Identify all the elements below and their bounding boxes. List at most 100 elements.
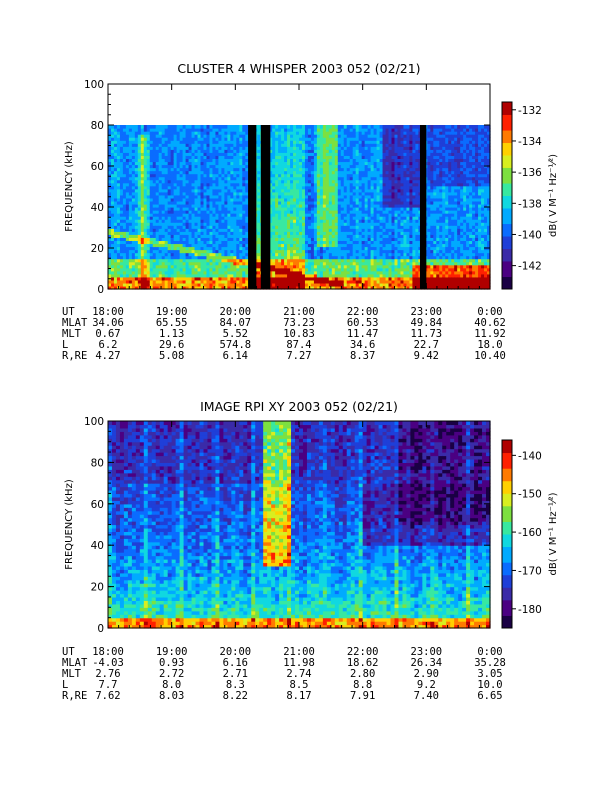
data-gap-1: [248, 125, 257, 289]
ephemeris-cell: 8.17: [286, 690, 311, 702]
colorbar-swatch: [502, 130, 512, 134]
ephemeris-cell: 2.72: [159, 668, 184, 680]
colorbar-swatch: [502, 609, 512, 613]
ephemeris-cell: 7.40: [414, 690, 439, 702]
colorbar-swatch: [502, 461, 512, 466]
ephemeris-cell: 21:00: [283, 306, 315, 318]
ephemeris-cell: 2.76: [95, 668, 120, 680]
colorbar-swatch: [502, 537, 512, 541]
ephemeris-cell: 5.08: [159, 350, 184, 362]
ephemeris-cell: 10.0: [477, 679, 502, 691]
ephemeris-row-label: R,RE: [62, 350, 87, 362]
ephemeris-cell: 4.27: [95, 350, 120, 362]
ephemeris-cell: 7.27: [286, 350, 311, 362]
ephemeris-row-label: MLAT: [62, 657, 88, 669]
ephemeris-cell: 8.0: [162, 679, 181, 691]
ephemeris-cell: 2.80: [350, 668, 375, 680]
ephemeris-row-label: R,RE: [62, 690, 87, 702]
colorbar-swatch: [502, 565, 512, 569]
colorbar-swatch: [502, 577, 512, 582]
colorbar-tick-label: -180: [518, 604, 542, 616]
colorbar-swatch: [502, 612, 512, 616]
colorbar-swatch: [502, 471, 512, 475]
colorbar-swatch: [502, 590, 512, 595]
ephemeris-cell: 2.90: [414, 668, 439, 680]
ephemeris-cell: 6.16: [223, 657, 248, 669]
chart-panel-1: CLUSTER 4 WHISPER 2003 052 (02/21) 0 20 40 6…: [62, 61, 559, 362]
colorbar-swatch: [502, 515, 512, 519]
ephemeris-row-label: MLT: [62, 668, 82, 680]
y-tick-label: 80: [91, 457, 104, 469]
colorbar-swatch: [502, 446, 512, 450]
colorbar-swatch: [502, 534, 512, 538]
colorbar-swatch: [502, 151, 512, 156]
y-tick-label: 100: [84, 416, 104, 428]
colorbar-swatch: [502, 145, 512, 150]
colorbar-swatch: [502, 176, 512, 181]
colorbar-swatch: [502, 114, 512, 119]
colorbar-swatch: [502, 512, 512, 516]
colorbar-swatch: [502, 142, 512, 147]
ephemeris-cell: 7.91: [350, 690, 375, 702]
ephemeris-cell: 0:00: [477, 306, 502, 318]
ephemeris-cell: 8.03: [159, 690, 184, 702]
colorbar-swatch: [502, 164, 512, 168]
ephemeris-row-label: L: [62, 679, 68, 691]
ephemeris-cell: 7.62: [95, 690, 120, 702]
colorbar-tick-label: -138: [518, 198, 542, 210]
ephemeris-cell: 35.28: [474, 657, 506, 669]
colorbar-swatch: [502, 483, 512, 488]
colorbar-swatch: [502, 111, 512, 115]
ephemeris-cell: 7.7: [99, 679, 118, 691]
colorbar-tick-label: -150: [518, 489, 542, 501]
ephemeris-cell: 20:00: [220, 646, 252, 658]
ephemeris-cell: 22.7: [414, 339, 439, 351]
spectrogram: [108, 125, 491, 290]
colorbar-tick-label: -132: [518, 105, 542, 117]
ephemeris-cell: 26.34: [411, 657, 443, 669]
y-axis: 0 20 40 60 80 100: [84, 79, 490, 296]
colorbar-swatch: [502, 245, 512, 249]
y-tick-label: 40: [91, 540, 104, 552]
ephemeris-table: UT 18:00 19:00 20:00 21:00 22:00 23:00 0:00 MLAT…: [62, 646, 506, 702]
colorbar-swatch: [502, 593, 512, 598]
data-gap-3: [419, 125, 427, 289]
ephemeris-cell: 9.42: [414, 350, 439, 362]
colorbar-swatch: [502, 282, 512, 287]
ephemeris-cell: 60.53: [347, 317, 379, 329]
colorbar-swatch: [502, 449, 512, 454]
colorbar-swatch: [502, 120, 512, 125]
colorbar-swatch: [502, 161, 512, 165]
spectrogram: [108, 421, 491, 629]
colorbar-swatch: [502, 264, 512, 268]
colorbar-swatch: [502, 179, 512, 184]
colorbar-swatch: [502, 148, 512, 153]
ephemeris-cell: 8.22: [223, 690, 248, 702]
ephemeris-cell: 11.73: [411, 328, 443, 340]
ephemeris-cell: 1.13: [159, 328, 184, 340]
colorbar-swatch: [502, 136, 512, 140]
colorbar-swatch: [502, 477, 512, 482]
ephemeris-cell: 84.07: [220, 317, 252, 329]
colorbar-swatch: [502, 214, 512, 218]
colorbar-swatch: [502, 505, 512, 510]
colorbar-swatch: [502, 440, 512, 444]
ephemeris-cell: 87.4: [286, 339, 311, 351]
colorbar-swatch: [502, 220, 512, 225]
colorbar-tick-label: -136: [518, 167, 542, 179]
colorbar-swatch: [502, 229, 512, 234]
x-axis: [107, 421, 491, 628]
colorbar-swatch: [502, 571, 512, 576]
colorbar-swatch: [502, 285, 512, 290]
colorbar-swatch: [502, 546, 512, 551]
ephemeris-table: UT 18:00 19:00 20:00 21:00 22:00 23:00 0:00 MLAT…: [62, 306, 506, 362]
colorbar-swatch: [502, 226, 512, 231]
colorbar-swatch: [502, 260, 512, 265]
ephemeris-cell: 34.6: [350, 339, 375, 351]
colorbar-swatch: [502, 452, 512, 457]
colorbar: -132 -134 -136 -138 -140 -142 dB( V M⁻¹ Hz⁻¹⁄²…: [501, 101, 559, 290]
colorbar-swatch: [502, 170, 512, 175]
colorbar-swatch: [502, 254, 512, 259]
colorbar-swatch: [502, 173, 512, 178]
colorbar-label: dB( V M⁻¹ Hz⁻¹⁄²): [548, 154, 559, 237]
